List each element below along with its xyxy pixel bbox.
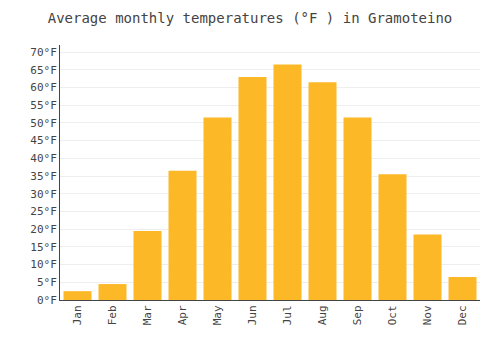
svg-text:Jun: Jun	[246, 305, 259, 325]
svg-text:5°F: 5°F	[37, 276, 57, 289]
svg-text:40°F: 40°F	[30, 152, 57, 165]
svg-text:Nov: Nov	[421, 305, 434, 325]
svg-text:70°F: 70°F	[30, 46, 57, 59]
svg-text:20°F: 20°F	[30, 223, 57, 236]
svg-text:55°F: 55°F	[30, 99, 57, 112]
svg-text:60°F: 60°F	[30, 81, 57, 94]
svg-text:25°F: 25°F	[30, 205, 57, 218]
svg-text:Jan: Jan	[71, 305, 84, 325]
svg-text:65°F: 65°F	[30, 64, 57, 77]
svg-text:Aug: Aug	[316, 305, 329, 325]
svg-text:Feb: Feb	[106, 305, 119, 325]
svg-text:Average monthly temperatures (: Average monthly temperatures (°F ) in Gr…	[48, 10, 453, 26]
svg-text:Apr: Apr	[176, 305, 189, 325]
svg-text:Jul: Jul	[281, 305, 294, 325]
svg-text:Mar: Mar	[141, 305, 154, 325]
svg-text:Sep: Sep	[351, 305, 364, 325]
svg-text:0°F: 0°F	[37, 294, 57, 307]
svg-text:15°F: 15°F	[30, 241, 57, 254]
svg-text:Dec: Dec	[456, 305, 469, 325]
svg-text:Oct: Oct	[386, 305, 399, 325]
svg-text:10°F: 10°F	[30, 258, 57, 271]
svg-text:30°F: 30°F	[30, 188, 57, 201]
svg-text:45°F: 45°F	[30, 134, 57, 147]
svg-text:35°F: 35°F	[30, 170, 57, 183]
svg-text:50°F: 50°F	[30, 117, 57, 130]
svg-text:May: May	[211, 305, 224, 325]
